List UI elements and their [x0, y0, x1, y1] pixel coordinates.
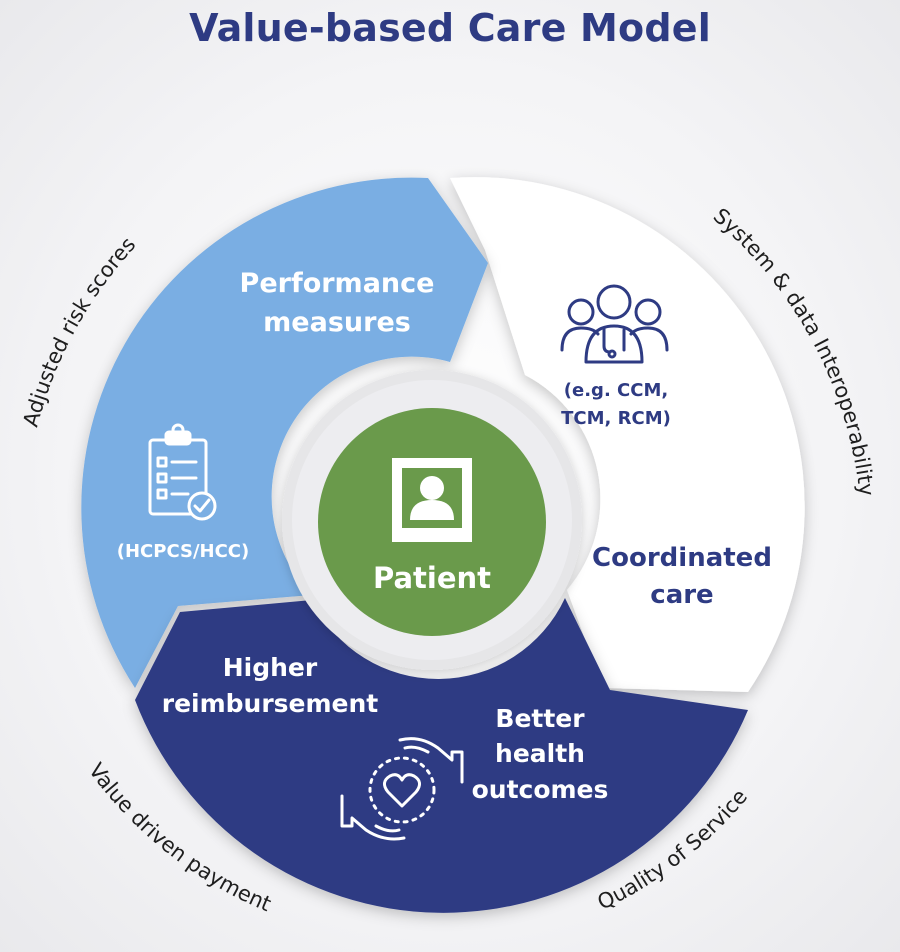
outcomes-right-line3: outcomes	[472, 775, 609, 804]
coordinated-sub-line2: TCM, RCM)	[561, 408, 671, 429]
caring-hands-heart-icon	[340, 737, 464, 841]
outcomes-right-line2: health	[495, 739, 585, 768]
performance-sub: (HCPCS/HCC)	[117, 541, 250, 562]
coordinated-title-line1: Coordinated	[592, 543, 772, 573]
center-label: Patient	[373, 561, 491, 595]
outcomes-left-line2: reimbursement	[162, 689, 379, 718]
patient-portrait-icon	[392, 458, 472, 542]
clipboard-checklist-icon	[148, 423, 217, 521]
segment-performance-measures	[81, 177, 488, 688]
coordinated-sub-line1: (e.g. CCM,	[564, 380, 668, 401]
performance-title-line2: measures	[263, 307, 411, 338]
segment-health-outcomes	[135, 598, 748, 913]
outcomes-left-line1: Higher	[223, 653, 318, 682]
performance-title-line1: Performance	[240, 268, 435, 299]
coordinated-title-line2: care	[650, 580, 713, 610]
page-title: Value-based Care Model	[189, 6, 711, 50]
segment-coordinated-care	[450, 177, 805, 692]
care-team-icon	[560, 284, 669, 364]
outcomes-right-line1: Better	[495, 704, 585, 733]
